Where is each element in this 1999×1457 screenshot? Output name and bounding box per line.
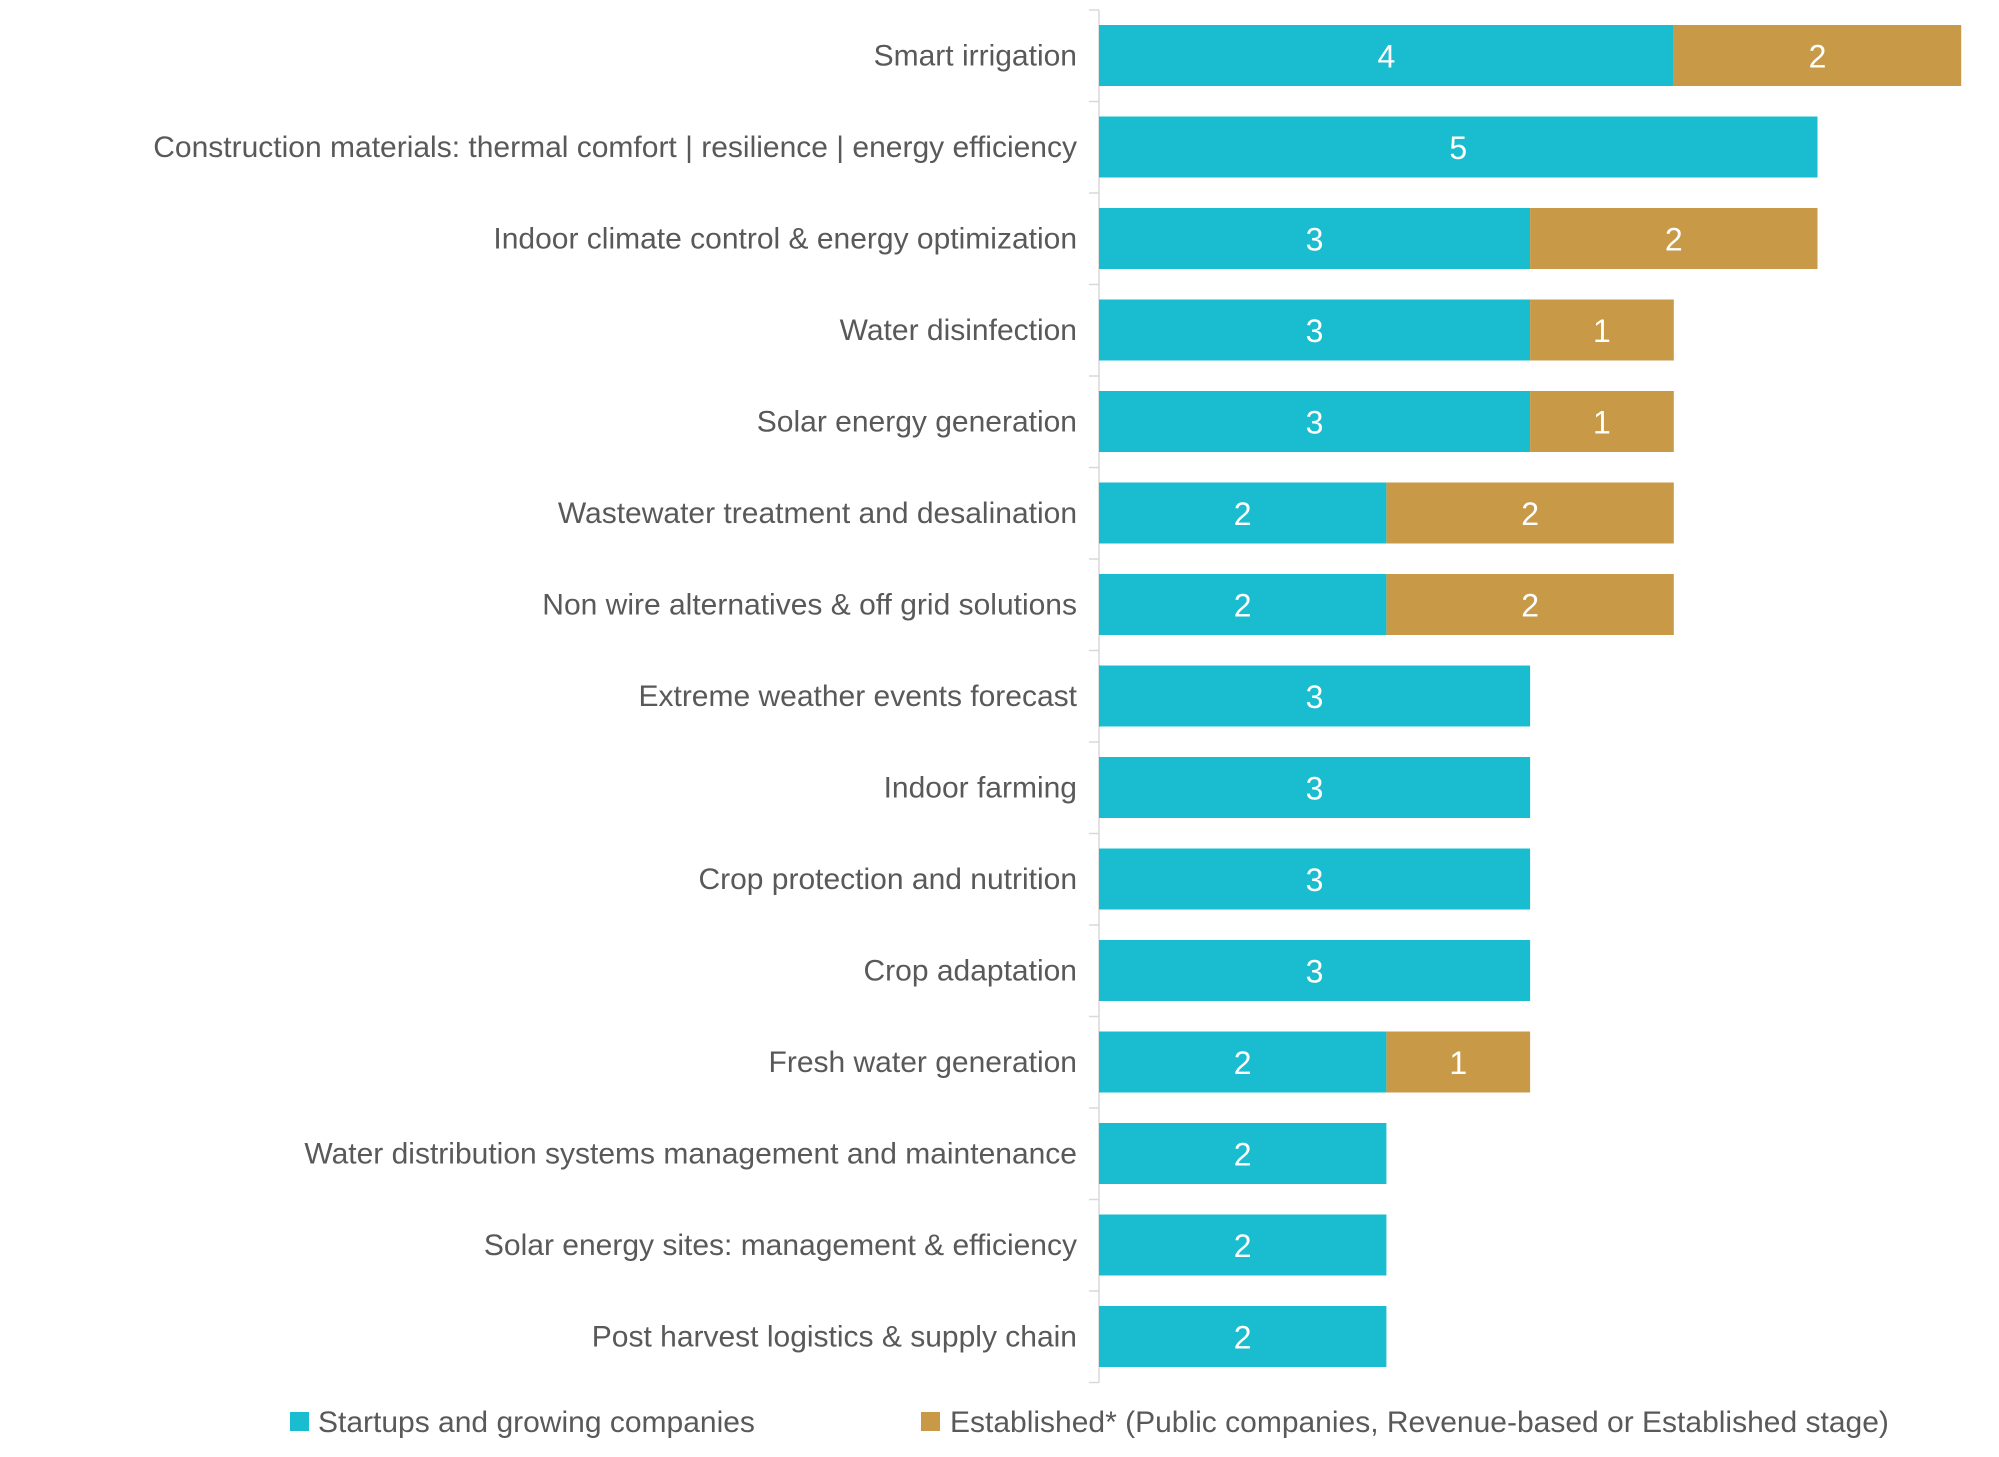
bar-segment-startups — [1099, 116, 1818, 178]
data-label: 1 — [1593, 313, 1611, 349]
legend: Startups and growing companies Establish… — [290, 1406, 1889, 1439]
data-label: 3 — [1306, 405, 1324, 441]
category-label: Water disinfection — [840, 314, 1077, 347]
category-labels: Smart irrigation Construction materials: … — [153, 40, 1077, 1354]
bar-segment-startups — [1099, 940, 1531, 1001]
bar-segment-startups — [1099, 665, 1531, 727]
bar-segment-startups — [1099, 1306, 1387, 1367]
bar-segment-established — [1673, 25, 1962, 86]
bar-segment-established — [1386, 574, 1674, 635]
category-label: Wastewater treatment and desalination — [558, 497, 1077, 530]
bar-segment-startups — [1099, 1123, 1387, 1184]
bar-segment-established — [1530, 208, 1818, 269]
category-label: Indoor farming — [884, 772, 1077, 805]
bars-layer: 4 2 5 3 2 3 1 3 1 2 2 2 2 3 3 3 3 2 1 2 2 2 — [1099, 25, 1962, 1367]
data-label: 2 — [1234, 1137, 1252, 1173]
data-label: 2 — [1234, 496, 1252, 532]
data-label: 2 — [1234, 1228, 1252, 1264]
data-label: 2 — [1665, 222, 1683, 258]
legend-label-established: Established* (Public companies, Revenue-… — [950, 1406, 1889, 1439]
bar-segment-startups — [1099, 208, 1531, 269]
category-label: Fresh water generation — [769, 1046, 1078, 1079]
category-label: Smart irrigation — [874, 40, 1077, 73]
bar-segment-startups — [1099, 1031, 1387, 1093]
data-label: 3 — [1306, 862, 1324, 898]
category-label: Crop adaptation — [864, 955, 1078, 988]
bar-segment-established — [1530, 299, 1674, 361]
data-label: 2 — [1809, 39, 1827, 75]
bar-segment-established — [1530, 391, 1674, 452]
legend-swatch-established — [921, 1412, 940, 1431]
bar-segment-established — [1386, 1031, 1531, 1093]
bar-segment-startups — [1099, 574, 1387, 635]
data-label: 4 — [1378, 39, 1396, 75]
data-label: 2 — [1234, 588, 1252, 624]
data-label: 5 — [1449, 130, 1467, 166]
bar-segment-startups — [1099, 299, 1531, 361]
data-label: 3 — [1306, 679, 1324, 715]
bar-segment-startups — [1099, 757, 1531, 818]
data-label: 3 — [1306, 313, 1324, 349]
category-label: Solar energy sites: management & efficie… — [484, 1229, 1077, 1262]
category-label: Indoor climate control & energy optimiza… — [493, 223, 1077, 256]
category-label: Solar energy generation — [757, 406, 1077, 439]
category-label: Non wire alternatives & off grid solutio… — [542, 589, 1077, 622]
category-label: Extreme weather events forecast — [638, 680, 1077, 713]
data-label: 1 — [1593, 405, 1611, 441]
bar-segment-startups — [1099, 482, 1387, 544]
bar-segment-startups — [1099, 848, 1531, 910]
bar-segment-startups — [1099, 391, 1531, 452]
bar-segment-startups — [1099, 25, 1674, 86]
bar-segment-startups — [1099, 1214, 1387, 1276]
bar-segment-established — [1386, 482, 1674, 544]
data-label: 2 — [1234, 1320, 1252, 1356]
data-label: 2 — [1521, 588, 1539, 624]
category-label: Crop protection and nutrition — [698, 863, 1077, 896]
category-label: Construction materials: thermal comfort … — [153, 131, 1077, 164]
data-label: 2 — [1234, 1045, 1252, 1081]
data-label: 3 — [1306, 222, 1324, 258]
legend-swatch-startups — [290, 1412, 309, 1431]
data-label: 1 — [1449, 1045, 1467, 1081]
legend-label-startups: Startups and growing companies — [318, 1406, 755, 1439]
axis-layer — [1089, 9, 1100, 1384]
data-label: 3 — [1306, 771, 1324, 807]
data-label: 2 — [1521, 496, 1539, 532]
category-label: Water distribution systems management an… — [304, 1138, 1077, 1171]
category-label: Post harvest logistics & supply chain — [592, 1321, 1077, 1354]
data-label: 3 — [1306, 954, 1324, 990]
